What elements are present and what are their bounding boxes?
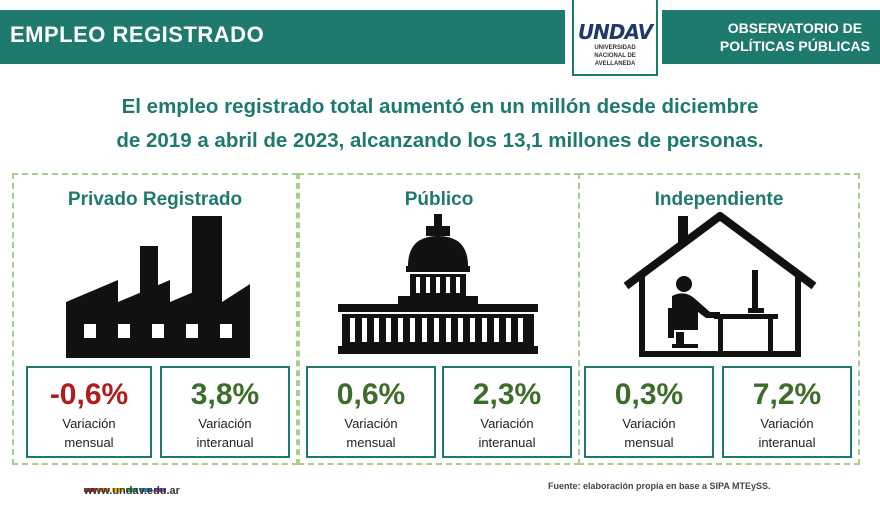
panel-title-privado: Privado Registrado: [67, 189, 243, 210]
stat-label-1: Variación: [480, 416, 534, 431]
source-note: Fuente: elaboración propia en base a SIP…: [548, 481, 771, 491]
panel-independiente: Independiente: [578, 173, 860, 465]
stat-value: 0,3%: [614, 378, 684, 411]
panel-title-independiente: Independiente: [654, 189, 784, 210]
home-office-icon: [623, 212, 817, 357]
stat-label-1: Variación: [62, 416, 116, 431]
stat-value: 0,6%: [336, 378, 406, 411]
headline-line-2: de 2019 a abril de 2023, alcanzando los …: [116, 129, 764, 152]
stat-value: 3,8%: [190, 378, 260, 411]
panel-title-publico: Público: [404, 189, 474, 210]
stat-label-2: mensual: [64, 435, 114, 450]
stat-privado-interanual: 3,8% Variación interanual: [160, 366, 290, 458]
header-bar: EMPLEO REGISTRADO: [0, 10, 565, 64]
website-link[interactable]: www.undav.edu.ar: [84, 485, 180, 497]
observatory-line-2: POLÍTICAS PÚBLICAS: [719, 38, 870, 54]
panel-privado: Privado Registrado: [12, 173, 298, 465]
observatory-line-1: OBSERVATORIO DE: [727, 20, 863, 36]
stat-label-2: mensual: [624, 435, 674, 450]
stat-label-2: mensual: [346, 435, 396, 450]
stat-independiente-mensual: 0,3% Variación mensual: [584, 366, 714, 458]
stat-label-2: interanual: [758, 435, 816, 450]
factory-icon: [66, 216, 250, 358]
logo-sub-3: AVELLANEDA: [594, 61, 636, 67]
stat-publico-mensual: 0,6% Variación mensual: [306, 366, 436, 458]
stat-label-1: Variación: [760, 416, 814, 431]
stat-value: -0,6%: [49, 378, 129, 411]
observatory-label: OBSERVATORIO DE POLÍTICAS PÚBLICAS: [720, 19, 870, 55]
stat-privado-mensual: -0,6% Variación mensual: [26, 366, 152, 458]
stat-label-1: Variación: [622, 416, 676, 431]
stat-label-1: Variación: [344, 416, 398, 431]
color-dots: [84, 479, 174, 492]
headline: El empleo registrado total aumentó en un…: [0, 90, 880, 158]
headline-line-1: El empleo registrado total aumentó en un…: [121, 95, 759, 118]
stat-value: 7,2%: [752, 378, 822, 411]
page-title: EMPLEO REGISTRADO: [10, 22, 265, 47]
stat-independiente-interanual: 7,2% Variación interanual: [722, 366, 852, 458]
stat-publico-interanual: 2,3% Variación interanual: [442, 366, 572, 458]
logo-sub-2: NACIONAL DE: [594, 53, 636, 59]
stat-label-2: interanual: [196, 435, 254, 450]
capitol-building-icon: [338, 214, 538, 354]
logo-sub-1: UNIVERSIDAD: [594, 45, 636, 51]
logo-word: UNDAV: [577, 20, 653, 44]
undav-logo: UNDAV UNIVERSIDAD NACIONAL DE AVELLANEDA: [572, 0, 658, 76]
stat-label-2: interanual: [478, 435, 536, 450]
observatory-bar: OBSERVATORIO DE POLÍTICAS PÚBLICAS: [662, 10, 880, 64]
stat-label-1: Variación: [198, 416, 252, 431]
stat-value: 2,3%: [472, 378, 542, 411]
